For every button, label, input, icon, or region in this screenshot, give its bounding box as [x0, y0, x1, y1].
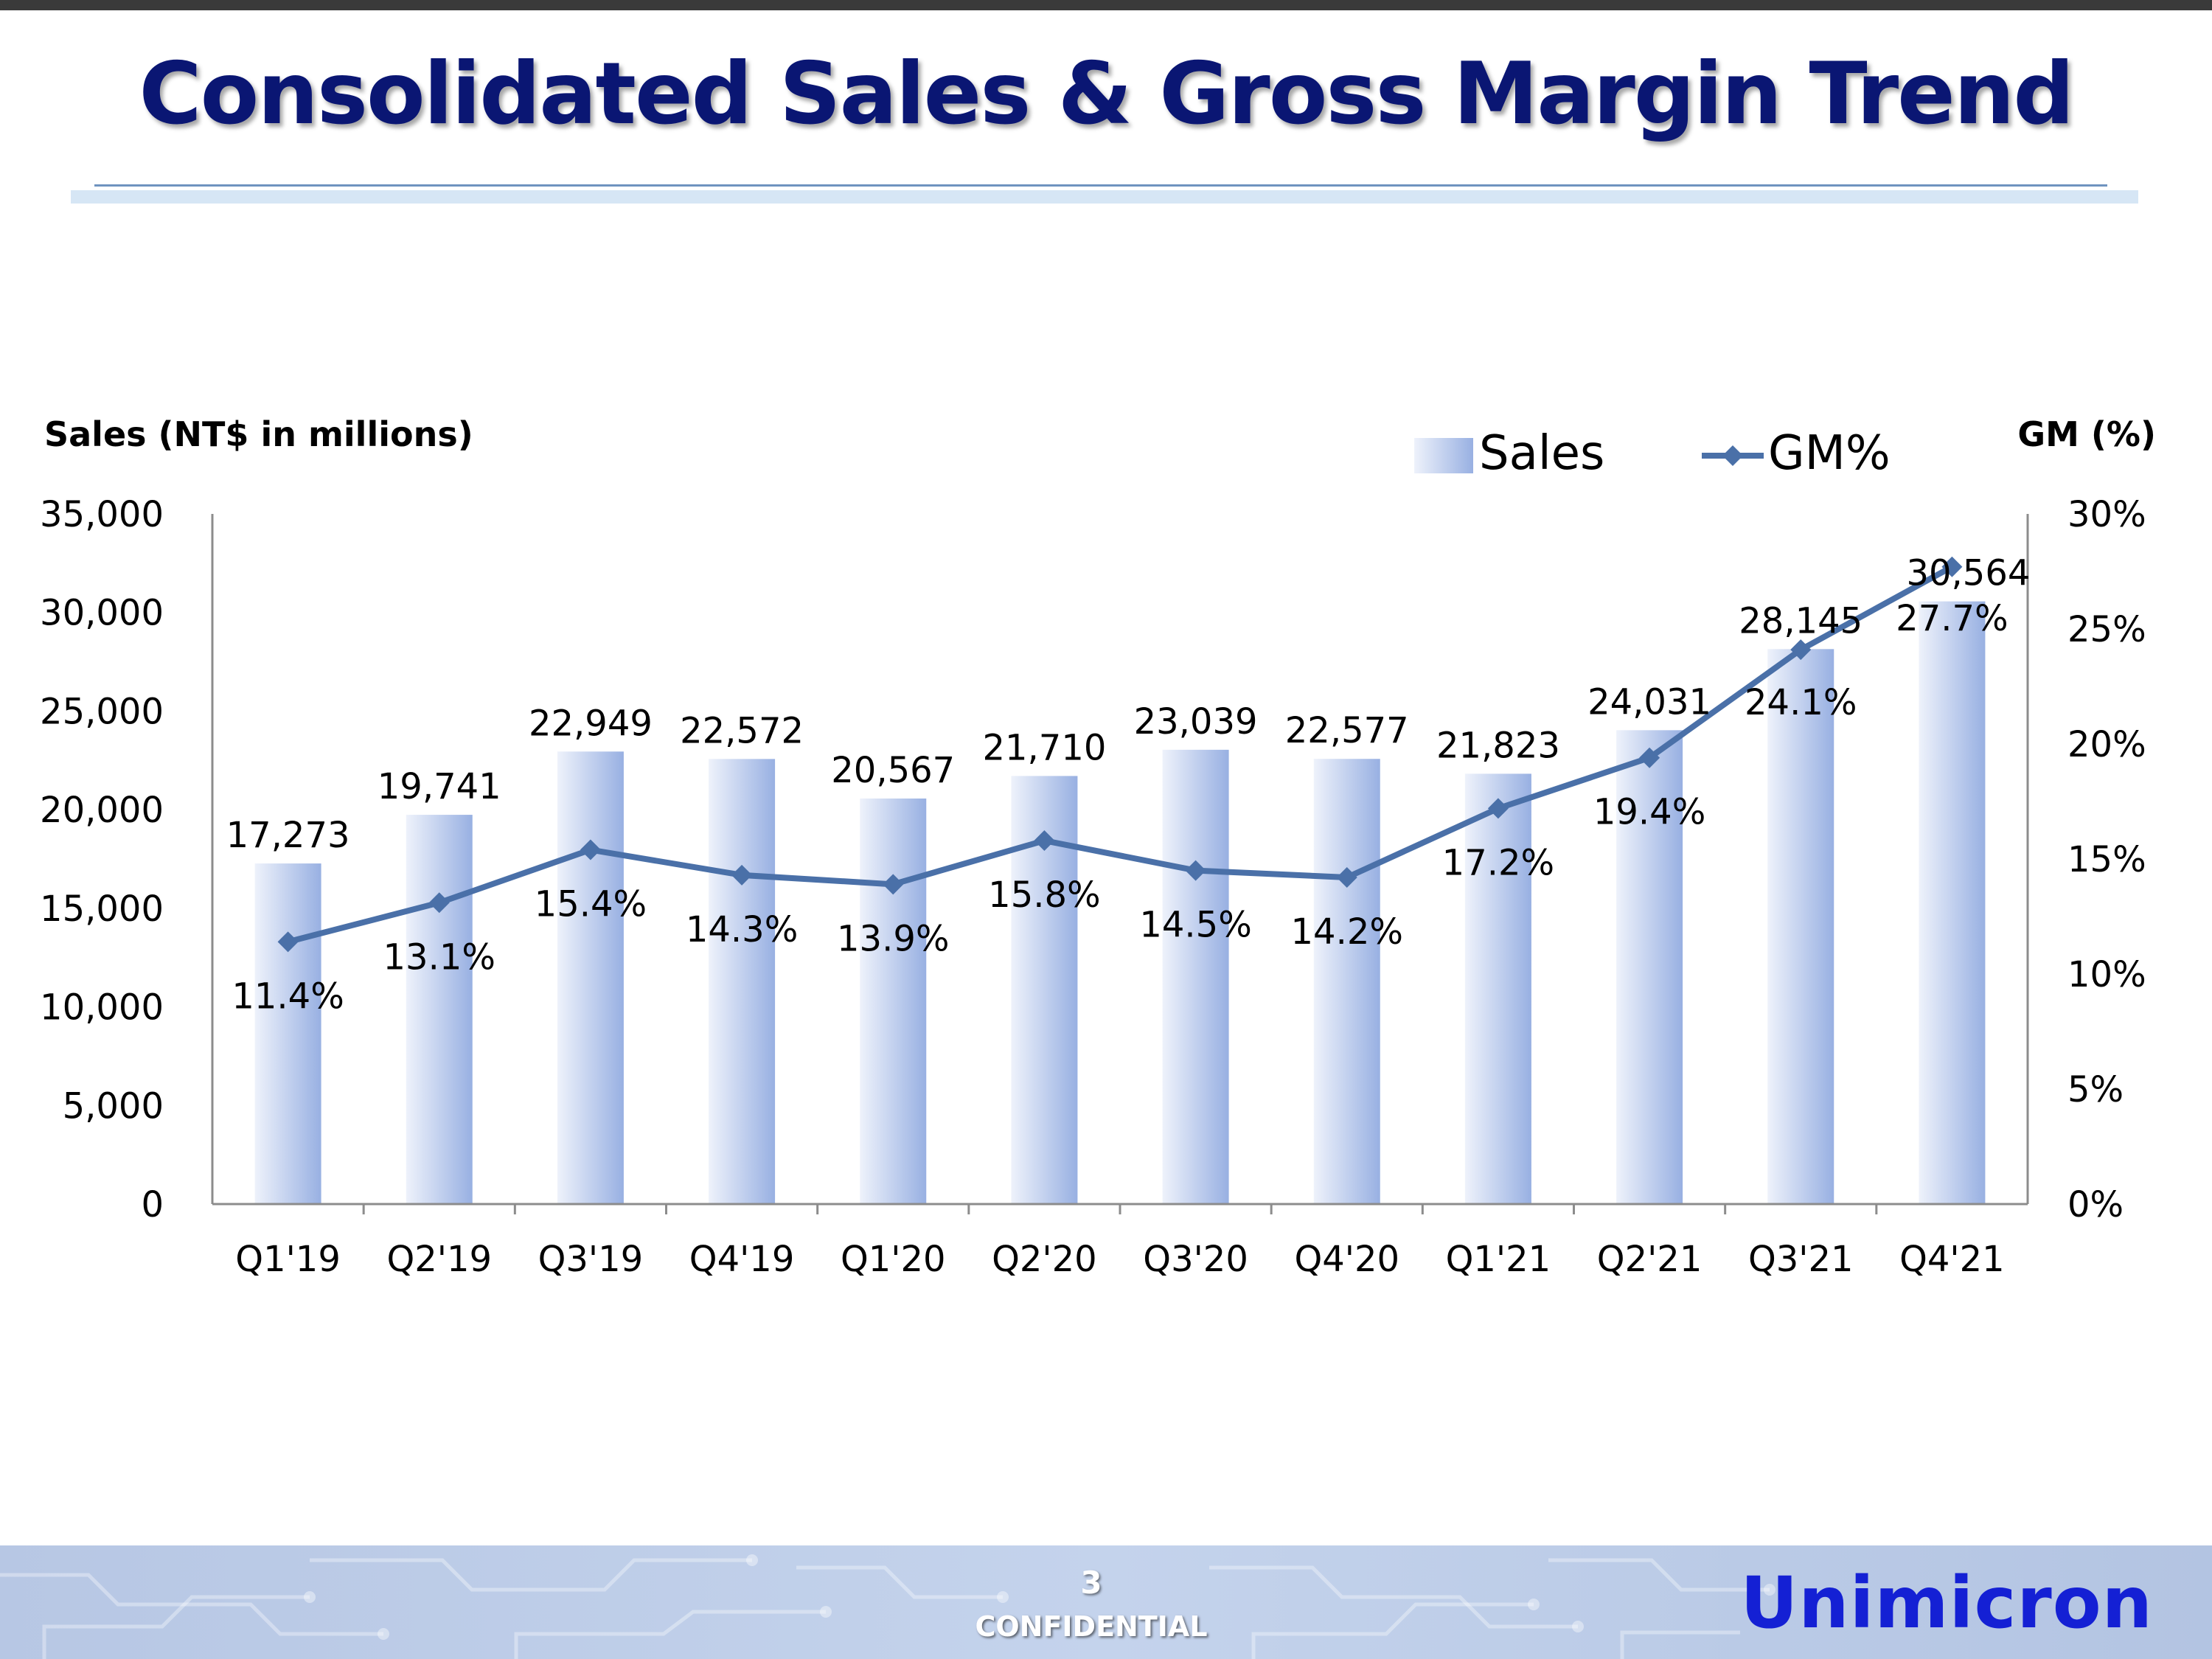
sales-bar-Q3'19: [557, 751, 624, 1204]
legend-gm-marker: [1722, 445, 1743, 466]
legend-sales-swatch: [1414, 438, 1473, 473]
legend-sales-label: Sales: [1479, 426, 1604, 481]
sales-data-label: 21,710: [982, 727, 1106, 768]
gm-data-label: 27.7%: [1896, 598, 2008, 639]
y-tick-label: 5,000: [63, 1085, 164, 1127]
x-tick-label: Q3'21: [1748, 1239, 1854, 1280]
gm-data-label: 14.5%: [1139, 905, 1251, 946]
gm-data-label: 14.2%: [1291, 911, 1403, 953]
sales-data-label: 24,031: [1587, 681, 1711, 723]
gm-point-Q4'21: [1941, 556, 1963, 577]
sales-data-label: 22,572: [680, 710, 804, 751]
x-tick-label: Q3'20: [1143, 1239, 1248, 1280]
sales-bar-Q1'20: [860, 798, 927, 1204]
y2-tick-label: 10%: [2067, 954, 2146, 995]
sales-data-label: 22,577: [1285, 710, 1409, 751]
sales-bar-Q2'21: [1616, 730, 1683, 1204]
sales-bar-Q3'20: [1162, 749, 1229, 1204]
x-tick-label: Q2'19: [386, 1239, 492, 1280]
x-tick-label: Q4'19: [689, 1239, 795, 1280]
sales-bar-Q4'21: [1919, 601, 1986, 1204]
x-tick-label: Q1'20: [841, 1239, 946, 1280]
legend-gm-label: GM%: [1768, 426, 1891, 481]
gm-point-Q2'20: [1034, 830, 1055, 852]
x-tick-label: Q4'21: [1899, 1239, 2005, 1280]
gm-data-label: 17.2%: [1442, 842, 1554, 883]
gm-data-label: 13.1%: [383, 936, 495, 978]
sales-gm-chart: 0 5,000 10,000 15,000 20,000 25,000 30,000 35,0…: [40, 414, 2156, 1280]
x-tick-label: Q4'20: [1294, 1239, 1399, 1280]
y2-tick-label: 30%: [2067, 494, 2146, 535]
y-tick-label: 25,000: [40, 691, 164, 732]
gm-data-label: 15.4%: [535, 884, 647, 925]
y2-tick-label: 20%: [2067, 724, 2146, 765]
y2-tick-label: 25%: [2067, 609, 2146, 650]
gm-point-Q3'20: [1185, 860, 1206, 881]
y-tick-label: 10,000: [40, 987, 164, 1029]
y-tick-label: 20,000: [40, 790, 164, 831]
x-tick-label: Q2'21: [1597, 1239, 1703, 1280]
y2-axis-title: GM (%): [2017, 414, 2156, 454]
sales-bar-Q1'21: [1464, 773, 1531, 1204]
sales-data-label: 20,567: [831, 750, 955, 791]
sales-data-label: 22,949: [529, 703, 653, 744]
gm-point-Q3'19: [580, 839, 601, 860]
sales-data-label: 23,039: [1134, 701, 1258, 742]
gm-data-label: 11.4%: [232, 975, 344, 1017]
title-accent-bar: [71, 190, 2138, 204]
sales-data-label: 30,564: [1906, 553, 2030, 594]
sales-data-label: 21,823: [1436, 725, 1560, 766]
slide-title: Consolidated Sales & Gross Margin Trend: [139, 44, 2075, 144]
y-tick-label: 0: [141, 1184, 164, 1225]
sales-data-label: 17,273: [226, 815, 350, 856]
x-tick-label: Q2'20: [992, 1239, 1097, 1280]
footer-band: [0, 1545, 2212, 1659]
sales-bar-Q4'20: [1313, 759, 1380, 1204]
gm-point-Q2'21: [1639, 747, 1660, 768]
sales-bar-Q4'19: [709, 759, 776, 1204]
gm-point-Q4'19: [731, 864, 753, 886]
sales-bar-Q3'21: [1767, 649, 1834, 1204]
y-tick-label: 35,000: [40, 494, 164, 535]
gm-data-label: 13.9%: [837, 918, 949, 959]
brand-logo: Unimicron: [1740, 1562, 2153, 1644]
x-tick-label: Q1'19: [235, 1239, 341, 1280]
sales-data-label: 28,145: [1739, 600, 1863, 641]
gm-point-Q4'20: [1336, 866, 1357, 888]
gm-point-Q1'21: [1487, 798, 1509, 819]
y2-tick-label: 15%: [2067, 839, 2146, 880]
sales-bar-Q2'19: [406, 815, 473, 1204]
sales-data-label: 19,741: [378, 766, 501, 807]
y-tick-label: 30,000: [40, 593, 164, 634]
sales-bar-Q1'19: [254, 863, 321, 1204]
y2-tick-label: 0%: [2067, 1184, 2124, 1225]
x-tick-label: Q1'21: [1446, 1239, 1551, 1280]
gm-point-Q1'20: [883, 874, 904, 895]
gm-data-label: 19.4%: [1593, 792, 1705, 833]
top-border-bar: [0, 0, 2212, 10]
page-number: 3: [1080, 1565, 1102, 1601]
confidential-label: CONFIDENTIAL: [975, 1610, 1208, 1643]
gm-data-label: 15.8%: [988, 874, 1100, 916]
y-tick-label: 15,000: [40, 888, 164, 930]
gm-point-Q1'19: [277, 931, 299, 953]
gm-data-label: 14.3%: [686, 909, 798, 950]
y2-tick-label: 5%: [2067, 1069, 2124, 1110]
y-axis-title: Sales (NT$ in millions): [44, 414, 473, 454]
gm-line-series: [287, 564, 1954, 945]
gm-data-label: 24.1%: [1745, 682, 1857, 723]
gm-point-Q3'21: [1790, 639, 1812, 661]
x-tick-label: Q3'19: [538, 1239, 644, 1280]
title-underline: [94, 184, 2107, 187]
circuit-pattern: [0, 1554, 1775, 1659]
gm-point-Q2'19: [428, 892, 450, 914]
